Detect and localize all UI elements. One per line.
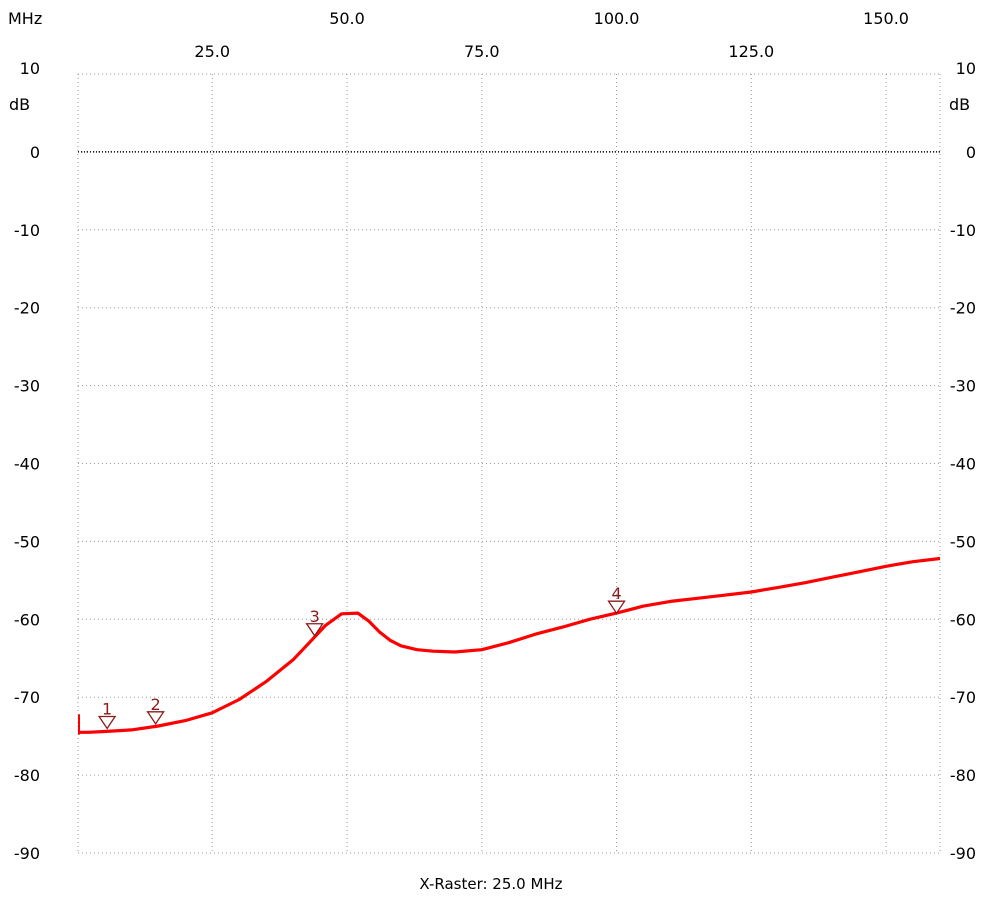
trace-group — [78, 556, 941, 735]
y-tick-label-left: -30 — [14, 377, 40, 396]
marker-triangle — [305, 623, 324, 637]
markers-group: 1 2 3 4 — [97, 584, 626, 730]
x-tick-label-bottom: 125.0 — [728, 42, 774, 61]
y-tick-label-left: -90 — [14, 844, 40, 863]
y-tick-label-right: -20 — [950, 299, 976, 318]
y-tick-label-left: 0 — [30, 143, 40, 162]
marker-triangle — [607, 600, 626, 615]
y-unit-label-left: dB — [9, 95, 30, 114]
grid-lines — [77, 73, 941, 854]
y-unit-label-right: dB — [949, 95, 970, 114]
x-raster-caption: X-Raster: 25.0 MHz — [419, 875, 563, 893]
x-tick-label-top: 50.0 — [329, 9, 365, 28]
y-tick-label-left: -20 — [14, 299, 40, 318]
x-unit-label: MHz — [8, 9, 42, 28]
marker-label: 3 — [310, 607, 320, 626]
marker-triangle — [146, 711, 165, 725]
y-tick-label-left: -50 — [14, 532, 40, 551]
marker-label: 4 — [611, 584, 621, 603]
y-tick-label-right: -50 — [950, 532, 976, 551]
x-tick-label-top: 150.0 — [863, 9, 909, 28]
y-tick-label-right: -80 — [950, 766, 976, 785]
trace-line — [78, 556, 941, 734]
y-tick-label-right: -10 — [950, 221, 976, 240]
y-tick-label-left: -80 — [14, 766, 40, 785]
y-tick-label-left: 10 — [20, 59, 40, 78]
y-tick-label-right: 10 — [956, 59, 976, 78]
tick-labels: 10 10 0 0 -10 -10 -20 -20 -30 -30 -40 -40 -50 -50 -60 -… — [14, 9, 976, 863]
marker-label: 1 — [102, 699, 112, 718]
y-tick-label-left: -70 — [14, 688, 40, 707]
x-tick-label-bottom: 75.0 — [464, 42, 500, 61]
y-tick-label-left: -40 — [14, 455, 40, 474]
y-tick-label-right: -70 — [950, 688, 976, 707]
x-tick-label-bottom: 25.0 — [194, 42, 230, 61]
marker-label: 2 — [151, 695, 161, 714]
y-tick-label-right: -90 — [950, 844, 976, 863]
y-tick-label-right: -40 — [950, 455, 976, 474]
y-tick-label-right: -60 — [950, 610, 976, 629]
y-tick-label-right: 0 — [966, 143, 976, 162]
y-tick-label-left: -10 — [14, 221, 40, 240]
marker-triangle — [97, 715, 117, 730]
y-tick-label-left: -60 — [14, 610, 40, 629]
x-tick-label-top: 100.0 — [594, 9, 640, 28]
y-tick-label-right: -30 — [950, 377, 976, 396]
